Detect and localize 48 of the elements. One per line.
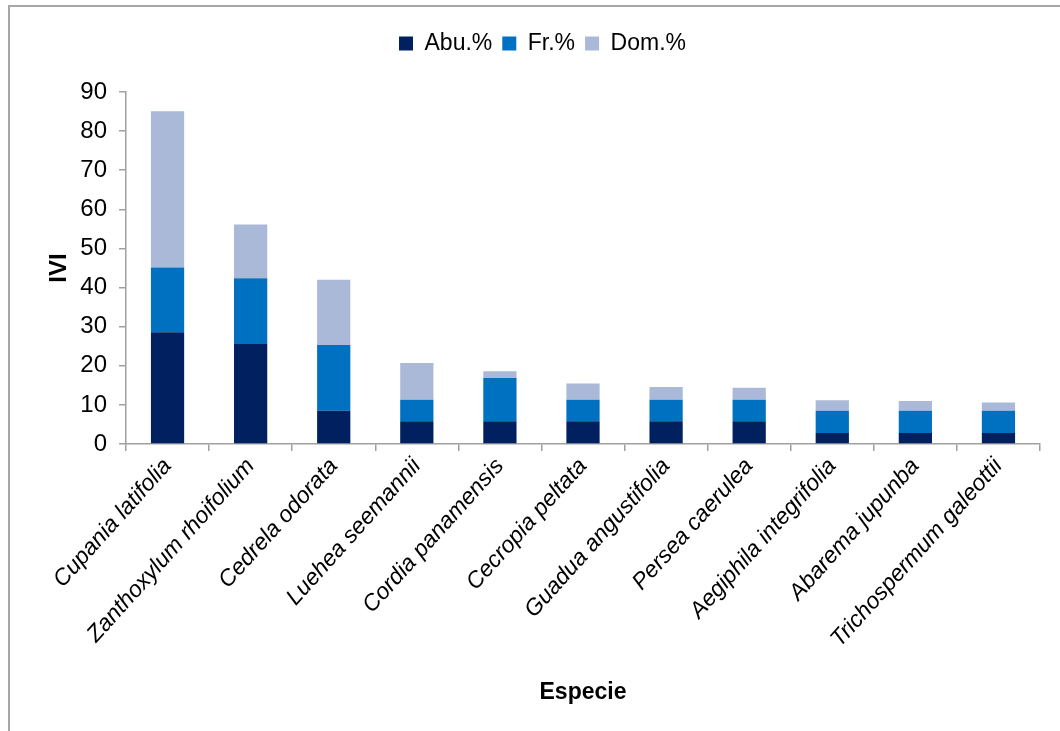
bar bbox=[234, 278, 268, 344]
bar bbox=[317, 345, 351, 411]
bar bbox=[898, 433, 932, 444]
y-tick-label: 30 bbox=[80, 311, 107, 339]
bar bbox=[981, 410, 1016, 434]
bar bbox=[317, 410, 351, 444]
bar bbox=[732, 421, 766, 444]
bar bbox=[649, 399, 683, 422]
bar bbox=[815, 410, 849, 434]
bar bbox=[649, 386, 683, 400]
bar bbox=[566, 383, 600, 400]
bar bbox=[234, 224, 268, 279]
bar bbox=[815, 400, 849, 411]
bar bbox=[483, 371, 517, 378]
y-tick-label: 10 bbox=[80, 389, 107, 417]
legend-label: Fr.% bbox=[527, 28, 576, 55]
bar bbox=[732, 399, 766, 422]
bar bbox=[815, 433, 849, 444]
bar bbox=[150, 267, 185, 333]
y-tick-label: 50 bbox=[80, 233, 107, 261]
y-tick-label: 40 bbox=[80, 272, 107, 300]
bar bbox=[732, 387, 766, 400]
bar bbox=[981, 402, 1016, 411]
bar bbox=[649, 421, 683, 444]
bar bbox=[400, 421, 434, 444]
bar bbox=[150, 332, 185, 444]
bar bbox=[400, 399, 434, 422]
y-tick-label: 0 bbox=[93, 428, 107, 456]
legend-label: Abu.% bbox=[424, 28, 493, 55]
bar bbox=[483, 421, 517, 444]
bar bbox=[981, 433, 1016, 444]
bar bbox=[317, 279, 351, 346]
bar bbox=[898, 400, 932, 411]
y-tick-label: 80 bbox=[80, 115, 107, 143]
bar bbox=[234, 343, 268, 444]
bar bbox=[898, 410, 932, 434]
y-tick-label: 60 bbox=[80, 193, 107, 221]
bar bbox=[566, 399, 600, 422]
bar bbox=[400, 363, 434, 400]
y-tick-label: 70 bbox=[80, 154, 107, 182]
bar bbox=[566, 421, 600, 444]
y-axis-title: IVI bbox=[44, 253, 72, 283]
bar bbox=[150, 111, 185, 268]
bar bbox=[483, 377, 517, 422]
legend-label: Dom.% bbox=[610, 28, 686, 55]
y-tick-label: 20 bbox=[80, 350, 107, 378]
x-axis-title: Especie bbox=[539, 677, 627, 704]
y-tick-label: 90 bbox=[80, 76, 107, 104]
